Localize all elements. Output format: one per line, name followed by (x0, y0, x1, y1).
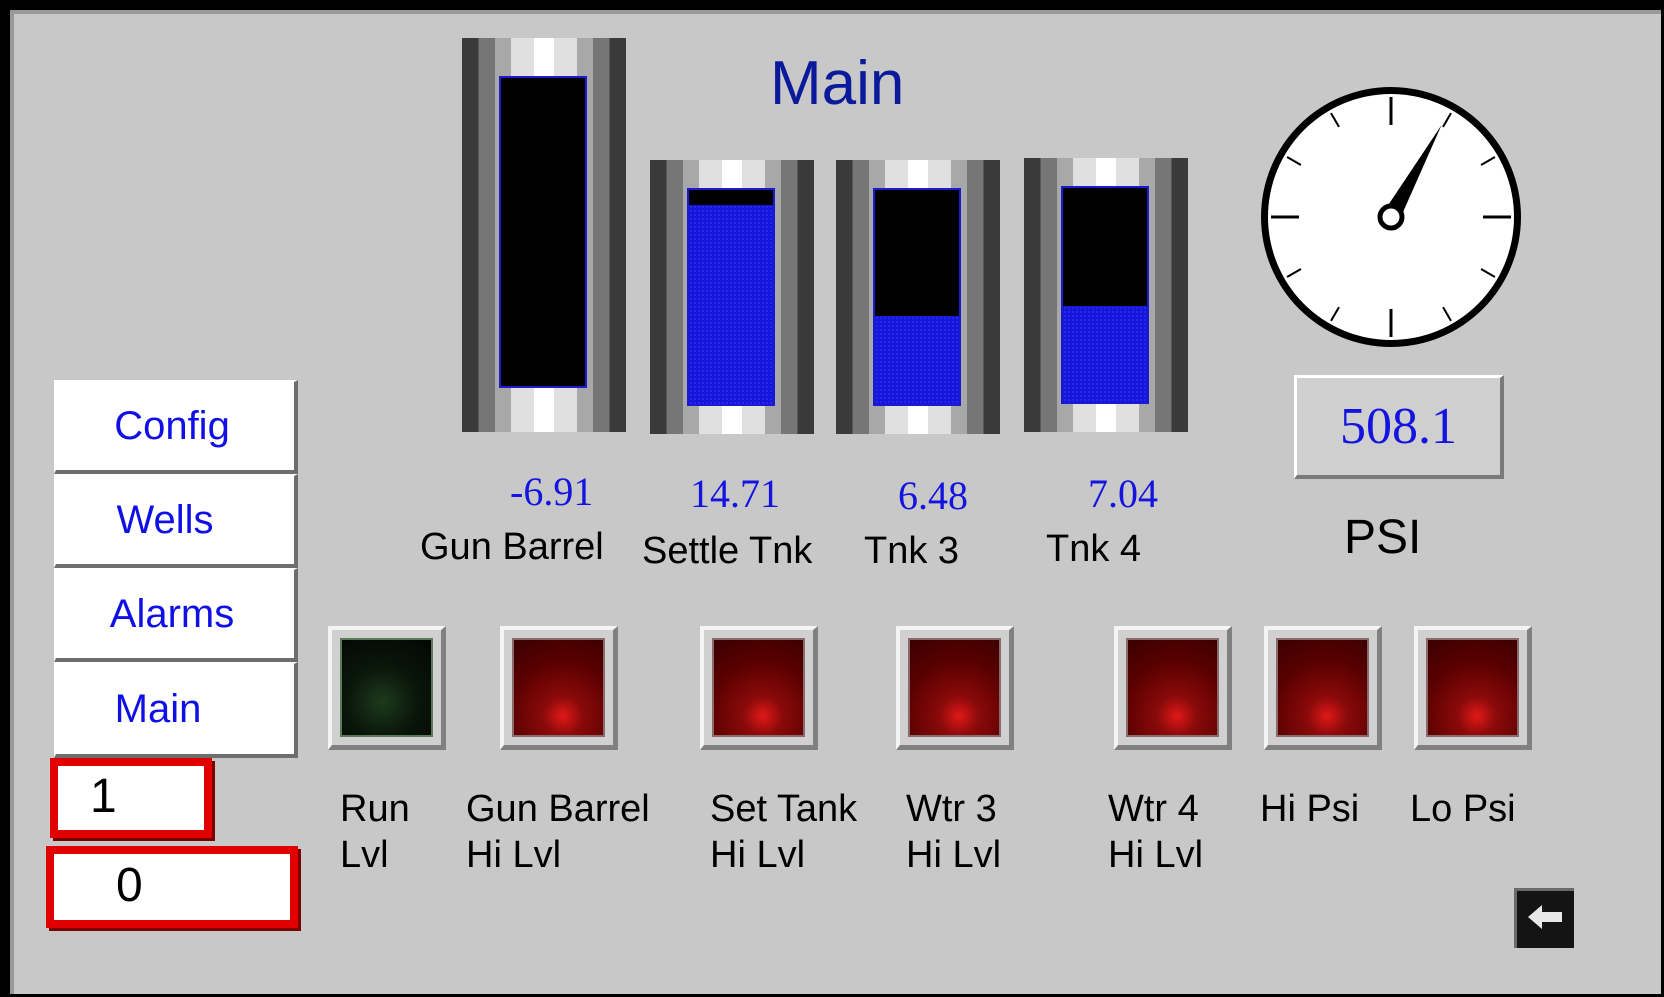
gauge-tick (1286, 268, 1302, 278)
gauge-tick (1480, 268, 1496, 278)
psi-unit-label: PSI (1344, 511, 1422, 564)
indicator-lamp (340, 638, 433, 737)
gauge-tick (1330, 112, 1340, 128)
counter-1-value: 1 (90, 770, 117, 823)
gauge-tick (1330, 306, 1340, 322)
indicator-hi-psi-label: Hi Psi (1260, 788, 1360, 830)
back-arrow-icon (1526, 902, 1566, 937)
tank-settle-fill (689, 204, 773, 404)
tank-gun-barrel-label: Gun Barrel (420, 526, 604, 568)
indicator-wtr-4-hi-lvl[interactable] (1114, 626, 1232, 750)
indicator-lamp (1276, 638, 1369, 737)
tank-4 (1024, 158, 1188, 432)
indicator-lamp (512, 638, 605, 737)
nav-wells-label: Wells (116, 497, 214, 542)
gauge-needle (1383, 124, 1442, 222)
indicator-wtr-3-hi-lvl[interactable] (896, 626, 1014, 750)
indicator-wtr-4-hi-lvl-label: Wtr 4 Hi Lvl (1108, 788, 1204, 876)
counter-2-value: 0 (116, 859, 143, 912)
gauge-hub (1377, 203, 1405, 231)
nav-main-button[interactable]: Main (54, 662, 298, 758)
indicator-gun-barrel-hi-lvl-label: Gun Barrel Hi Lvl (466, 788, 650, 876)
psi-value: 508.1 (1340, 398, 1457, 455)
tank-gun-barrel (462, 38, 626, 432)
indicator-lo-psi-label: Lo Psi (1410, 788, 1516, 830)
tank-3 (836, 160, 1000, 434)
counter-box-1[interactable]: 1 (50, 758, 212, 838)
nav-main-label: Main (114, 686, 202, 731)
indicator-run-lvl[interactable] (328, 626, 446, 750)
tank-4-fill (1063, 305, 1147, 402)
tank-settle (650, 160, 814, 434)
gauge-ticks (1271, 97, 1511, 337)
indicator-wtr-3-hi-lvl-label: Wtr 3 Hi Lvl (906, 788, 1002, 876)
tank-3-well (873, 188, 961, 406)
counter-box-2[interactable]: 0 (46, 846, 298, 928)
back-button[interactable] (1514, 888, 1574, 948)
gauge-tick (1442, 112, 1452, 128)
indicator-lo-psi[interactable] (1414, 626, 1532, 750)
tank-settle-label: Settle Tnk (642, 530, 813, 572)
indicator-lamp (908, 638, 1001, 737)
indicator-lamp (1426, 638, 1519, 737)
indicator-lamp (1126, 638, 1219, 737)
nav-config-label: Config (114, 403, 230, 448)
tank-3-fill (875, 316, 959, 404)
indicator-gun-barrel-hi-lvl[interactable] (500, 626, 618, 750)
gauge-tick (1442, 306, 1452, 322)
nav-wells-button[interactable]: Wells (54, 474, 298, 568)
nav-config-button[interactable]: Config (54, 380, 298, 474)
nav-alarms-button[interactable]: Alarms (54, 568, 298, 662)
tank-gun-barrel-value: -6.91 (510, 469, 594, 514)
tank-3-label: Tnk 3 (864, 530, 960, 572)
page-title: Main (770, 49, 905, 118)
gauge-tick (1480, 156, 1496, 166)
tank-settle-well (687, 188, 775, 406)
pressure-gauge (1256, 82, 1526, 352)
indicator-lamp (712, 638, 805, 737)
indicator-run-lvl-label: Run Lvl (340, 788, 410, 876)
tank-4-well (1061, 186, 1149, 404)
tank-4-value: 7.04 (1088, 471, 1158, 516)
nav-alarms-label: Alarms (109, 591, 235, 636)
indicator-hi-psi[interactable] (1264, 626, 1382, 750)
psi-value-display: 508.1 (1294, 375, 1504, 479)
tank-4-label: Tnk 4 (1046, 528, 1142, 570)
gauge-tick (1286, 156, 1302, 166)
indicator-set-tank-hi-lvl-label: Set Tank Hi Lvl (710, 788, 858, 876)
indicator-set-tank-hi-lvl[interactable] (700, 626, 818, 750)
tank-3-value: 6.48 (898, 473, 968, 518)
tank-settle-value: 14.71 (690, 471, 780, 516)
tank-gun-barrel-well (499, 76, 587, 388)
